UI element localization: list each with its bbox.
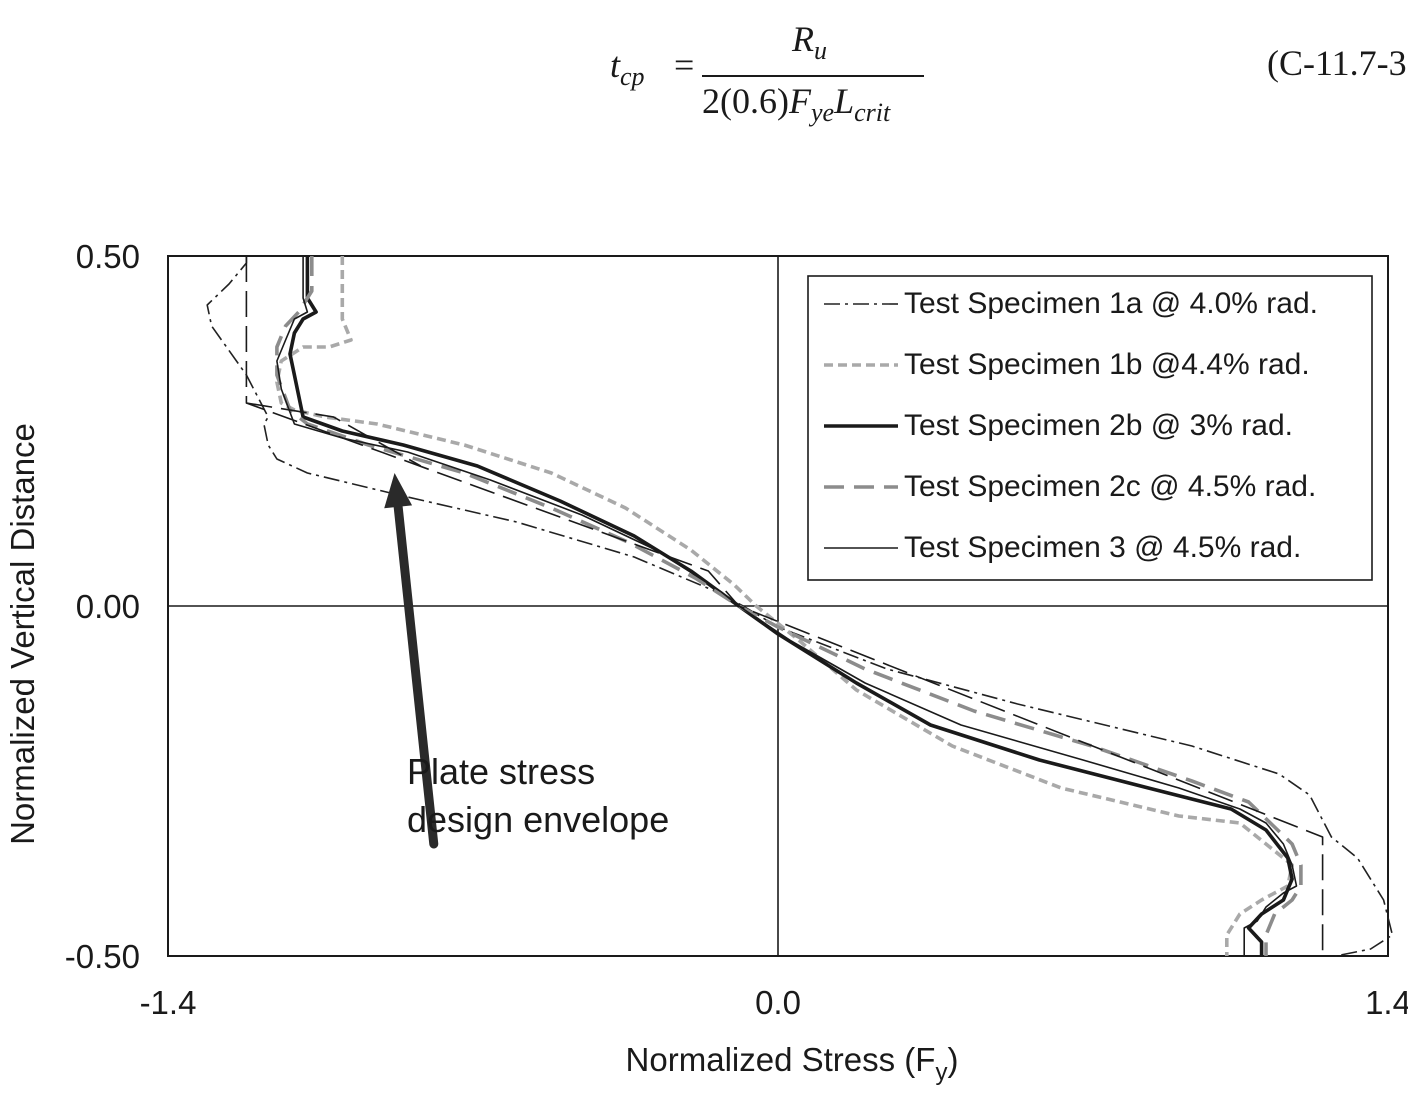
equation-number: (C-11.7-3	[1267, 43, 1407, 83]
x-tick-label: -1.4	[140, 984, 197, 1021]
annotation-arrow-shaft	[393, 502, 439, 849]
equation-denominator: 2(0.6)FyeLcrit	[702, 81, 891, 128]
legend-label: Test Specimen 1b @4.4% rad.	[904, 348, 1310, 381]
annotation-line-2: design envelope	[407, 799, 669, 840]
equation-equals: =	[674, 45, 695, 85]
legend-label: Test Specimen 3 @ 4.5% rad.	[904, 531, 1301, 564]
equation-lhs: tcp	[610, 45, 645, 92]
series-line-4	[275, 256, 1303, 956]
legend-label: Test Specimen 1a @ 4.0% rad.	[904, 287, 1318, 320]
series-layer	[206, 256, 1394, 957]
x-axis-label: Normalized Stress (Fy)	[626, 1041, 959, 1086]
design-envelope-segment	[246, 402, 422, 467]
annotation-arrow-head	[384, 473, 413, 509]
series-line-1	[206, 256, 1394, 957]
y-tick-label: 0.00	[76, 588, 140, 625]
equation-numerator: Ru	[792, 19, 827, 66]
series-line-5	[276, 256, 1298, 956]
y-axis-label: Normalized Vertical Distance	[4, 423, 41, 845]
legend-label: Test Specimen 2b @ 3% rad.	[904, 409, 1293, 442]
design-envelope-line	[245, 256, 1324, 956]
x-tick-label: 1.4	[1365, 984, 1408, 1021]
equation: tcp = Ru 2(0.6)FyeLcrit	[610, 18, 940, 127]
annotation-line-1: Plate stress	[407, 751, 595, 792]
legend-label: Test Specimen 2c @ 4.5% rad.	[904, 470, 1316, 503]
y-tick-label: -0.50	[65, 938, 140, 975]
x-tick-label: 0.0	[755, 984, 801, 1021]
legend: Test Specimen 1a @ 4.0% rad. Test Specim…	[807, 275, 1373, 581]
legend-box	[807, 275, 1373, 581]
fraction-bar	[702, 75, 924, 77]
y-tick-label: 0.50	[76, 238, 140, 275]
series-line-2	[275, 256, 1294, 956]
